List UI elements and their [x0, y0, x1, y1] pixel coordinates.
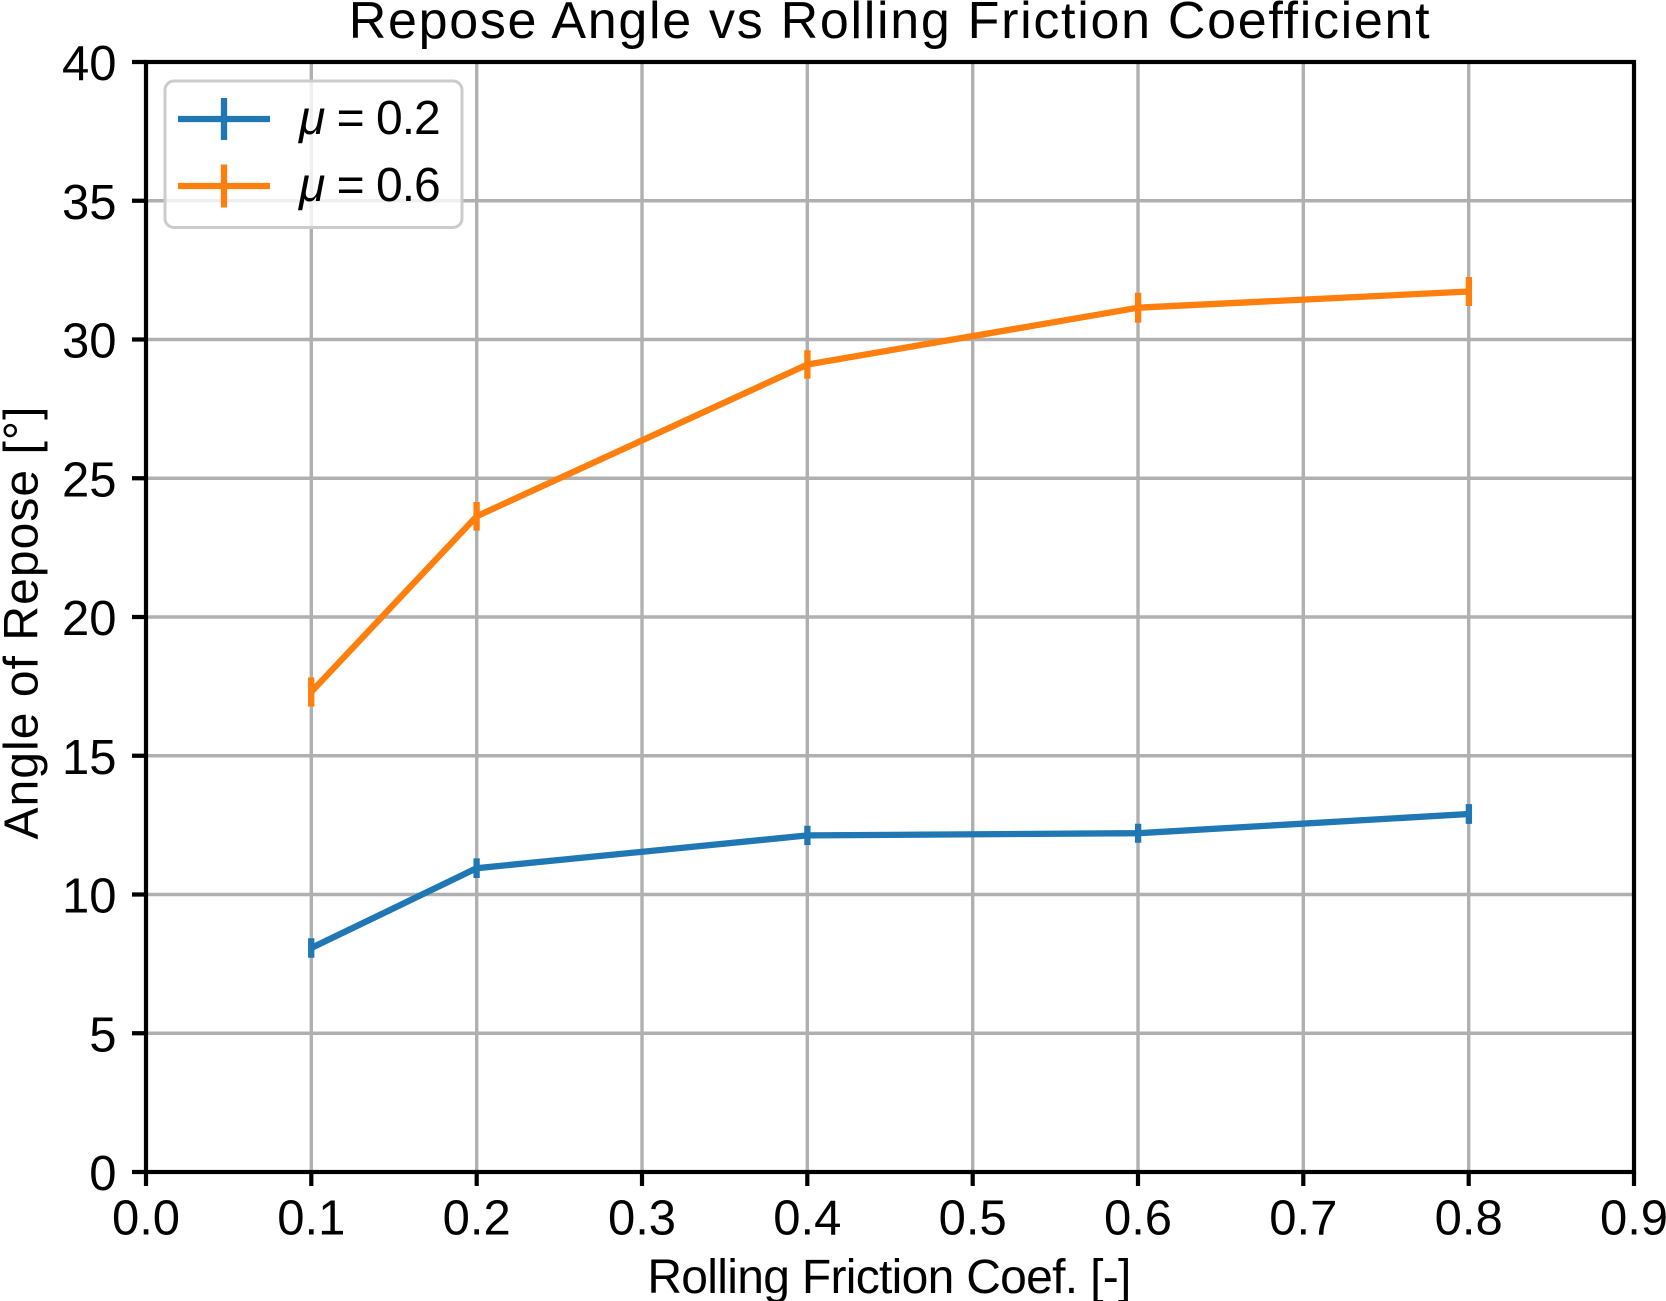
- svg-text:μ = 0.2: μ = 0.2: [297, 92, 440, 145]
- svg-text:0.7: 0.7: [1269, 1192, 1337, 1246]
- svg-text:Repose Angle vs Rolling Fricti: Repose Angle vs Rolling Friction Coeffic…: [349, 0, 1432, 50]
- svg-text:μ = 0.6: μ = 0.6: [297, 159, 440, 212]
- svg-text:40: 40: [62, 37, 117, 91]
- svg-text:15: 15: [62, 731, 117, 785]
- svg-text:0.2: 0.2: [443, 1192, 511, 1246]
- svg-text:0.0: 0.0: [112, 1192, 180, 1246]
- svg-text:0.9: 0.9: [1600, 1192, 1666, 1246]
- svg-text:Angle of Repose [°]: Angle of Repose [°]: [0, 405, 49, 839]
- svg-text:0.3: 0.3: [608, 1192, 676, 1246]
- svg-text:0: 0: [89, 1147, 116, 1201]
- svg-text:35: 35: [62, 176, 117, 230]
- svg-text:0.6: 0.6: [1104, 1192, 1172, 1246]
- svg-text:0.1: 0.1: [277, 1192, 345, 1246]
- svg-text:10: 10: [62, 870, 117, 924]
- svg-text:30: 30: [62, 315, 117, 369]
- svg-text:Rolling Friction Coef. [-]: Rolling Friction Coef. [-]: [647, 1251, 1130, 1301]
- svg-text:25: 25: [62, 453, 117, 507]
- svg-text:5: 5: [89, 1008, 116, 1062]
- svg-text:0.5: 0.5: [939, 1192, 1007, 1246]
- svg-text:0.4: 0.4: [773, 1192, 841, 1246]
- svg-text:0.8: 0.8: [1435, 1192, 1503, 1246]
- svg-text:20: 20: [62, 592, 117, 646]
